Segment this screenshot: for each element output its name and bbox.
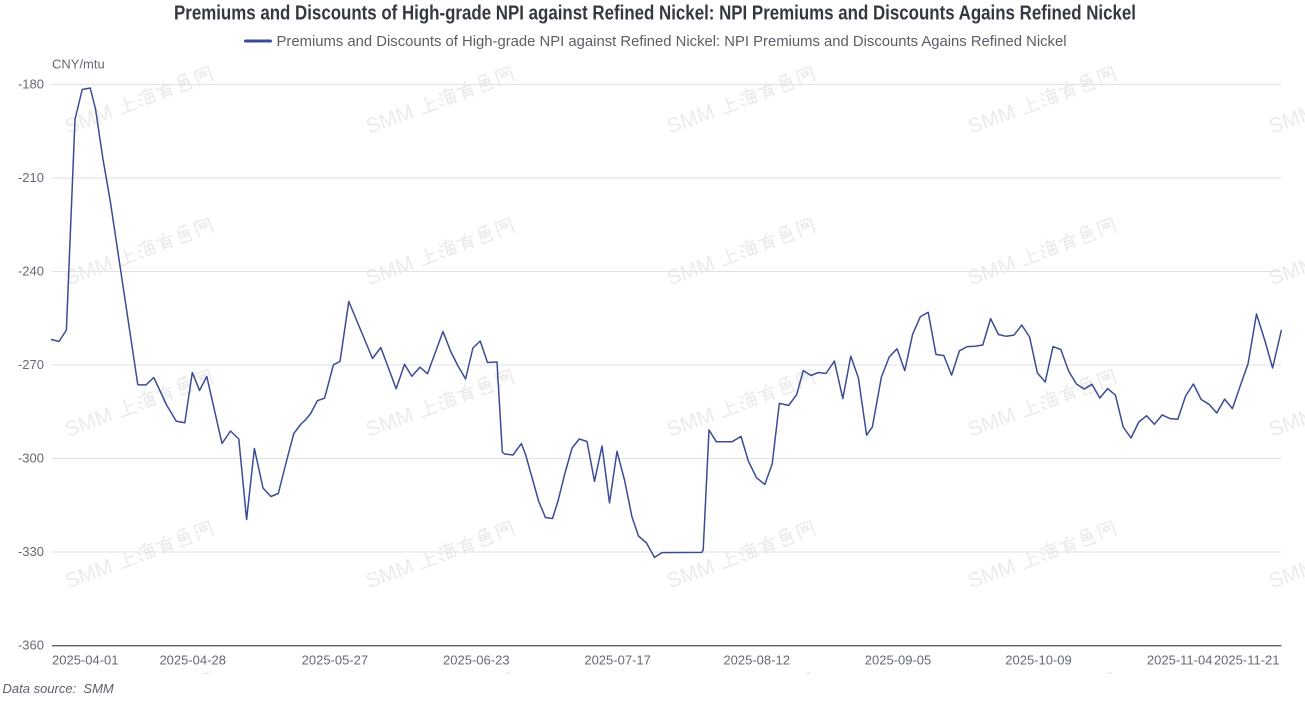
svg-text:-270: -270 (18, 357, 44, 372)
svg-text:CNY/mtu: CNY/mtu (52, 57, 105, 72)
svg-text:-180: -180 (18, 77, 44, 92)
svg-text:Premiums and Discounts of High: Premiums and Discounts of High-grade NPI… (174, 3, 1136, 25)
svg-text:-330: -330 (18, 544, 44, 559)
svg-text:2025-09-05: 2025-09-05 (865, 653, 932, 668)
svg-text:Premiums and Discounts of High: Premiums and Discounts of High-grade NPI… (277, 33, 1067, 50)
svg-text:-210: -210 (18, 170, 44, 185)
svg-text:2025-04-28: 2025-04-28 (159, 653, 226, 668)
svg-text:-240: -240 (18, 264, 44, 279)
svg-text:2025-07-17: 2025-07-17 (584, 653, 651, 668)
svg-text:Data source: SMM: Data source: SMM (3, 681, 114, 696)
svg-text:2025-06-23: 2025-06-23 (443, 653, 510, 668)
svg-text:2025-10-09: 2025-10-09 (1005, 653, 1072, 668)
svg-text:2025-05-27: 2025-05-27 (302, 653, 369, 668)
svg-text:2025-11-21: 2025-11-21 (1214, 653, 1280, 668)
svg-text:2025-04-01: 2025-04-01 (52, 653, 119, 668)
svg-text:2025-11-04: 2025-11-04 (1147, 653, 1213, 668)
svg-text:-300: -300 (18, 451, 44, 466)
svg-text:-360: -360 (18, 638, 44, 653)
svg-text:2025-08-12: 2025-08-12 (723, 653, 790, 668)
